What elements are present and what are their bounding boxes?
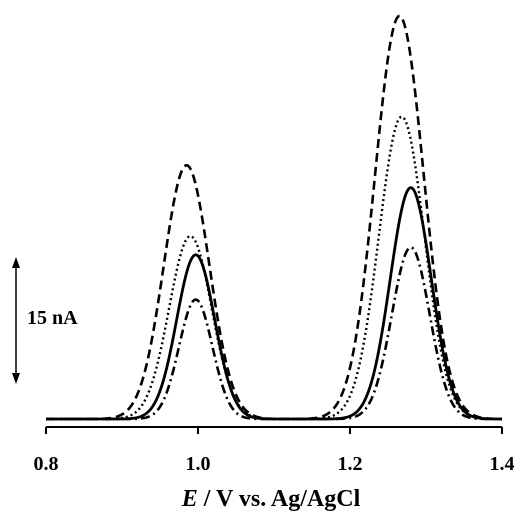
scale-bar: 15 nA [12,257,78,384]
scale-bar-arrow-top [12,257,20,268]
x-tick-label: 1.0 [186,453,211,475]
scale-bar-arrow-bottom [12,373,20,384]
x-tick-label: 0.8 [34,453,59,475]
x-tick-label: 1.4 [490,453,515,475]
series-line-dash-dot [45,246,503,421]
x-axis-title-rest: / V vs. Ag/AgCl [198,486,361,511]
series-line-dotted [45,115,503,421]
series-curves [45,14,503,421]
x-axis-title: E / V vs. Ag/AgCl [181,486,361,511]
x-ticks: 0.8 1.0 1.2 1.4 [34,427,515,475]
series-line-solid [45,186,503,421]
scale-bar-label: 15 nA [27,307,78,329]
x-tick-label: 1.2 [338,453,363,475]
x-axis-title-italic: E [181,486,198,511]
series-line-dashed [45,14,503,421]
